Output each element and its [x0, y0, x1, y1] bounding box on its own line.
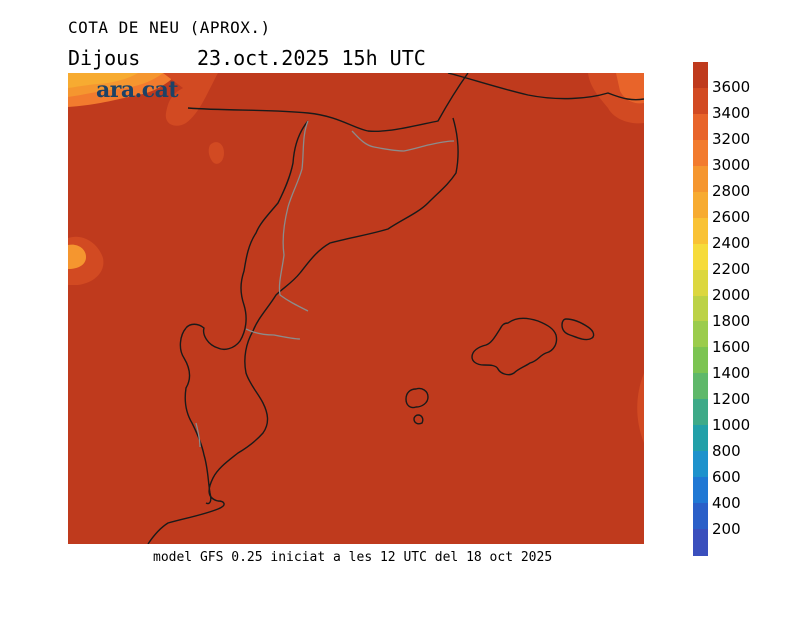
formentera: [413, 414, 424, 425]
colorbar-label: 600: [712, 468, 741, 486]
snow-level-zone-w-inner: [68, 244, 86, 269]
mallorca: [471, 317, 558, 376]
colorbar-segment: [693, 165, 708, 193]
colorbar-segment: [693, 62, 708, 89]
valencia-border: [245, 328, 301, 340]
colorbar-label: 2400: [712, 234, 751, 252]
map-title: COTA DE NEU (APROX.): [68, 18, 271, 37]
colorbar-segment: [693, 191, 708, 219]
colorbar-label: 800: [712, 442, 741, 460]
france-coast: [447, 73, 644, 101]
colorbar-segment: [693, 295, 708, 323]
colorbar-segment: [693, 139, 708, 167]
colorbar-segment: [693, 243, 708, 271]
colorbar-segment: [693, 451, 708, 478]
colorbar-segment: [693, 503, 708, 530]
colorbar-segment: [693, 529, 708, 556]
snow-level-map: [68, 73, 644, 544]
model-info: model GFS 0.25 iniciat a les 12 UTC del …: [153, 550, 553, 565]
colorbar-label: 1000: [712, 416, 751, 434]
colorbar-segment: [693, 399, 708, 426]
colorbar-label: 3200: [712, 130, 751, 148]
colorbar-label: 2600: [712, 208, 751, 226]
map-canvas: [68, 73, 644, 544]
snow-level-zone-nw-inner: [68, 73, 138, 88]
forecast-datetime: 23.oct.2025 15h UTC: [197, 46, 426, 70]
pyrenees-coast-line: [187, 73, 469, 133]
ara-cat-logo: ara.cat: [96, 77, 179, 103]
colorbar-label: 400: [712, 494, 741, 512]
south-border: [195, 422, 201, 448]
snow-level-zone-n: [163, 73, 218, 126]
catalonia-west-border: [278, 120, 309, 312]
borders: [195, 120, 455, 448]
colorbar-segment: [693, 321, 708, 349]
colorbar-label: 2200: [712, 260, 751, 278]
map-background: [68, 73, 644, 544]
colorbar-segment: [693, 87, 708, 115]
forecast-day: Dijous: [68, 46, 141, 70]
colorbar-label: 1800: [712, 312, 751, 330]
colorbar-label: 200: [712, 520, 741, 538]
menorca: [561, 318, 595, 341]
colorbar-label: 3000: [712, 156, 751, 174]
colorbar-segment: [693, 269, 708, 297]
colorbar-segment: [693, 217, 708, 245]
coastlines: [147, 73, 644, 544]
inland-boundary: [179, 327, 212, 505]
colorbar-segment: [693, 347, 708, 374]
colorbar-label: 2800: [712, 182, 751, 200]
colorbar-segment: [693, 373, 708, 400]
colorbar-label: 3400: [712, 104, 751, 122]
pyrenees-border: [351, 130, 455, 152]
colorbar-segment: [693, 113, 708, 141]
colorbar-label: 1600: [712, 338, 751, 356]
western-boundary: [185, 120, 309, 350]
colorbar-label: 2000: [712, 286, 751, 304]
colorbar-segment: [693, 425, 708, 452]
colorbar-segment: [693, 477, 708, 504]
snow-level-colorbar: [693, 62, 708, 556]
colorbar-label: 3600: [712, 78, 751, 96]
colorbar-label: 1200: [712, 390, 751, 408]
snow-level-zone-ne-inner: [616, 73, 644, 104]
eivissa: [405, 387, 429, 409]
mediterranean-coast: [147, 117, 459, 544]
colorbar-label: 1400: [712, 364, 751, 382]
snow-level-spot: [208, 142, 224, 164]
snow-level-zone-e: [637, 373, 644, 443]
